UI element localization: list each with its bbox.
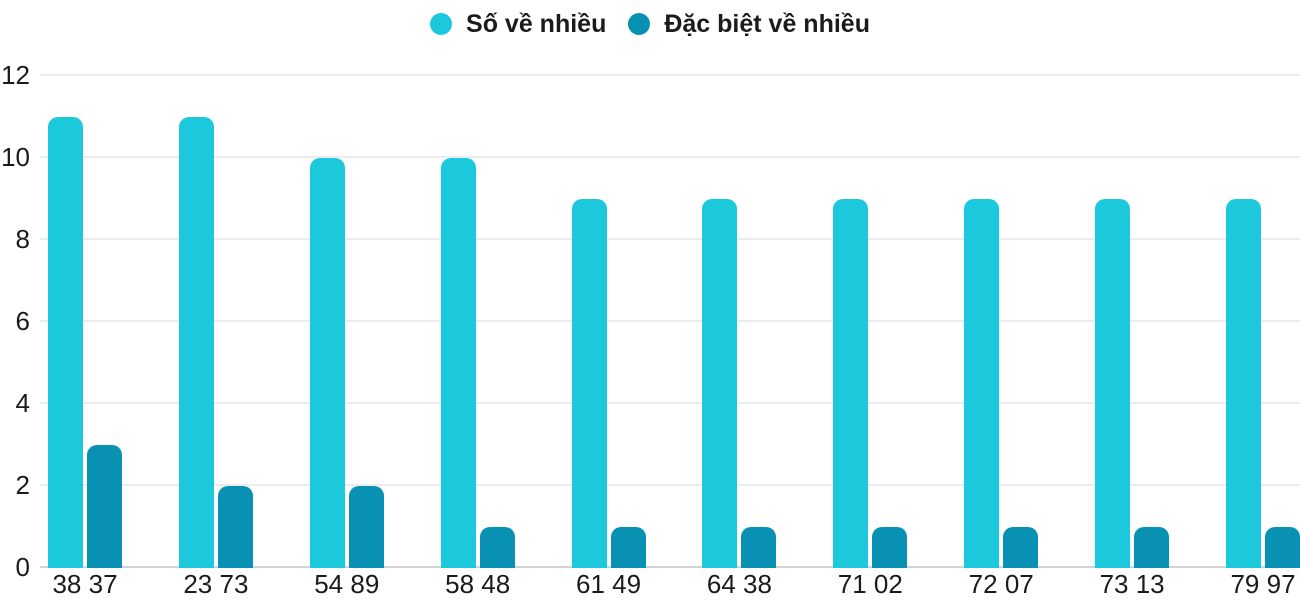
y-axis-tick-label: 0 [15, 552, 30, 582]
bar-dac-biet-ve-nhieu [348, 486, 384, 568]
bar-so-ve-nhieu [1095, 199, 1131, 568]
bar-dac-biet-ve-nhieu [741, 527, 777, 568]
chart-legend: Số về nhiều Đặc biệt về nhiều [0, 10, 1300, 39]
gridline [40, 238, 1300, 240]
bar-so-ve-nhieu [571, 199, 607, 568]
x-axis-tick-label: 38 37 [52, 569, 118, 599]
legend-label-dac-biet-ve-nhieu: Đặc biệt về nhiều [664, 9, 870, 38]
bar-so-ve-nhieu [964, 199, 1000, 568]
x-axis-tick-label: 73 13 [1099, 569, 1165, 599]
x-axis-tick-label: 64 38 [706, 569, 772, 599]
x-axis-tick-label: 54 89 [314, 569, 380, 599]
bar-dac-biet-ve-nhieu [1265, 527, 1300, 568]
y-axis-tick-label: 10 [1, 142, 30, 172]
x-axis-tick-label: 23 73 [183, 569, 249, 599]
gridline [40, 402, 1300, 404]
bar-dac-biet-ve-nhieu [479, 527, 515, 568]
bar-dac-biet-ve-nhieu [872, 527, 908, 568]
y-axis-tick-label: 4 [15, 388, 30, 418]
bar-dac-biet-ve-nhieu [1003, 527, 1039, 568]
legend-item-so-ve-nhieu[interactable]: Số về nhiều [430, 10, 606, 39]
bar-so-ve-nhieu [48, 117, 83, 568]
bar-so-ve-nhieu [1226, 199, 1261, 568]
bar-dac-biet-ve-nhieu [217, 486, 253, 568]
bar-so-ve-nhieu [702, 199, 738, 568]
y-axis-tick-label: 8 [15, 224, 30, 254]
x-axis-line [40, 566, 1300, 568]
y-axis-tick-label: 12 [1, 60, 30, 90]
bar-so-ve-nhieu [833, 199, 869, 568]
legend-item-dac-biet-ve-nhieu[interactable]: Đặc biệt về nhiều [628, 10, 870, 39]
y-axis-tick-label: 2 [15, 470, 30, 500]
bar-dac-biet-ve-nhieu [1134, 527, 1170, 568]
y-axis-tick-label: 6 [15, 306, 30, 336]
bar-so-ve-nhieu [440, 158, 476, 568]
legend-label-so-ve-nhieu: Số về nhiều [466, 9, 607, 38]
bar-so-ve-nhieu [178, 117, 214, 568]
x-axis-tick-label: 58 48 [445, 569, 511, 599]
bar-so-ve-nhieu [309, 158, 345, 568]
x-axis-tick-label: 71 02 [837, 569, 903, 599]
legend-dot-dac-biet-ve-nhieu-icon [628, 13, 651, 35]
gridline [40, 484, 1300, 486]
x-axis-tick-label: 61 49 [576, 569, 642, 599]
gridline [40, 156, 1300, 158]
x-axis-tick-label: 79 97 [1230, 569, 1296, 599]
gridline [40, 74, 1300, 76]
bar-dac-biet-ve-nhieu [610, 527, 646, 568]
legend-dot-so-ve-nhieu-icon [430, 13, 453, 35]
gridline [40, 320, 1300, 322]
x-axis-tick-label: 72 07 [968, 569, 1034, 599]
bar-dac-biet-ve-nhieu [87, 445, 122, 568]
